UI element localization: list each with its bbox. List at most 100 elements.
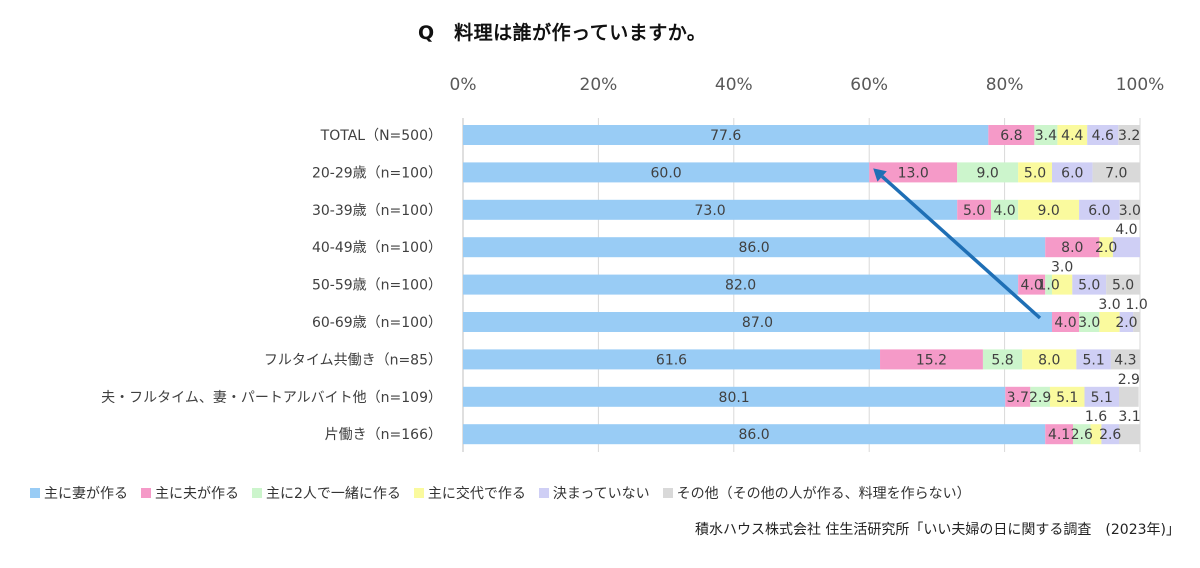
category-label: TOTAL（N=500） [320,128,442,144]
category-label: 40-49歳（n=100） [312,240,442,256]
data-label: 3.4 [1035,128,1057,144]
data-label: 2.9 [1118,372,1140,388]
bar-segment [1119,199,1140,220]
category-label: 片働き（n=166） [325,427,442,443]
data-label: 86.0 [739,240,770,256]
bar-segment [1090,424,1102,445]
data-label: 2.6 [1071,427,1093,443]
bar-segment [988,125,1035,145]
legend-item: 主に妻が作る [30,483,128,503]
bar-segment [1110,349,1140,370]
data-label: 82.0 [725,278,756,294]
legend-label: 主に妻が作る [44,486,128,502]
bar-segment [880,349,983,370]
legend-swatch [413,488,424,498]
category-label: 30-39歳（n=100） [312,203,442,219]
data-label: 3.1 [1118,409,1140,425]
x-tick-label: 0% [450,75,477,95]
data-label: 5.1 [1082,352,1104,368]
data-label: 60.0 [651,165,682,181]
data-label: 77.6 [710,128,741,144]
data-label: 4.0 [1021,278,1043,294]
bar-segment [1030,386,1050,407]
category-label: フルタイム共働き（n=85） [264,352,442,368]
bar-segment [463,162,870,183]
data-label: 2.0 [1095,240,1117,256]
data-label: 4.4 [1061,128,1083,144]
bar-segment [991,199,1019,220]
legend-swatch [141,488,151,498]
legend-item: 決まっていない [538,483,650,503]
bar-segment [1018,162,1052,183]
bar-segment [1112,237,1140,258]
data-label: 86.0 [739,427,770,443]
data-label: 1.0 [1125,297,1147,313]
data-label: 73.0 [695,203,726,219]
bar-segment [463,424,1046,445]
chart-legend: 主に妻が作る 主に夫が作る 主に2人で一緒に作る 主に交代で作る 決まっていない その他（… [30,483,984,503]
data-label: 3.0 [1119,203,1141,219]
x-tick-label: 60% [850,75,888,95]
data-label: 2.0 [1115,315,1137,331]
data-label: 9.0 [977,165,999,181]
bar-segment [1051,312,1080,332]
source-credit: 積水ハウス株式会社 住生活研究所「いい夫婦の日に関する調査 (2023年)」 [694,522,1180,538]
bar-segment [1051,274,1073,295]
data-label: 1.0 [1037,278,1059,294]
data-label: 5.0 [1024,165,1046,181]
bar-segment [1087,125,1119,145]
data-label: 5.0 [1078,278,1100,294]
legend-item: 主に2人で一緒に作る [252,483,401,503]
data-label: 87.0 [742,315,773,331]
data-label: 3.0 [1078,315,1100,331]
bar-segment [1099,237,1113,258]
bar-segment [1119,386,1139,407]
bar-segment [463,349,881,370]
data-label: 5.8 [991,352,1013,368]
category-label: 夫・フルタイム、妻・パートアルバイト他（n=109） [101,390,442,406]
legend-item: 主に夫が作る [141,483,239,503]
legend-item: 主に交代で作る [413,483,526,503]
bar-segment [1092,162,1140,183]
bar-segment [463,312,1052,332]
data-label: 6.0 [1088,203,1110,219]
data-label: 2.9 [1029,390,1051,406]
bar-segment [1018,274,1046,295]
bar-segment [1118,125,1140,145]
chart-title: Q 料理は誰が作っていますか。 [418,22,707,44]
x-tick-label: 20% [580,75,618,95]
trend-arrow [880,175,1042,320]
data-label: 4.3 [1114,352,1136,368]
data-label: 5.1 [1091,390,1113,406]
bar-segment [1079,199,1120,220]
data-label: 3.0 [1051,260,1073,276]
data-label: 6.0 [1061,165,1083,181]
legend-label: 主に交代で作る [427,486,526,502]
data-label: 5.1 [1056,390,1078,406]
data-label: 4.1 [1048,427,1070,443]
data-label: 4.0 [1115,222,1137,238]
bar-segment [1018,199,1080,220]
data-label: 61.6 [656,352,687,368]
bar-segment [869,162,958,183]
data-label: 8.0 [1038,352,1060,368]
bar-segment [1005,386,1031,407]
bar-segment [463,199,958,220]
data-label: 6.8 [1000,128,1022,144]
data-label: 3.0 [1098,297,1120,313]
data-label: 80.1 [719,390,750,406]
data-label: 8.0 [1061,240,1083,256]
bar-segment [1051,162,1093,183]
bar-segment [1119,312,1134,332]
bar-segment [1072,274,1107,295]
bar-segment [1106,274,1140,295]
bar-segment [1099,312,1120,332]
bar-segment [957,162,1019,183]
data-label: 5.0 [963,203,985,219]
data-label: 4.0 [1054,315,1076,331]
bar-segment [1057,125,1088,145]
bar-segment [1022,349,1077,370]
data-label: 4.6 [1092,128,1114,144]
data-label: 3.2 [1118,128,1140,144]
data-label: 7.0 [1105,165,1127,181]
